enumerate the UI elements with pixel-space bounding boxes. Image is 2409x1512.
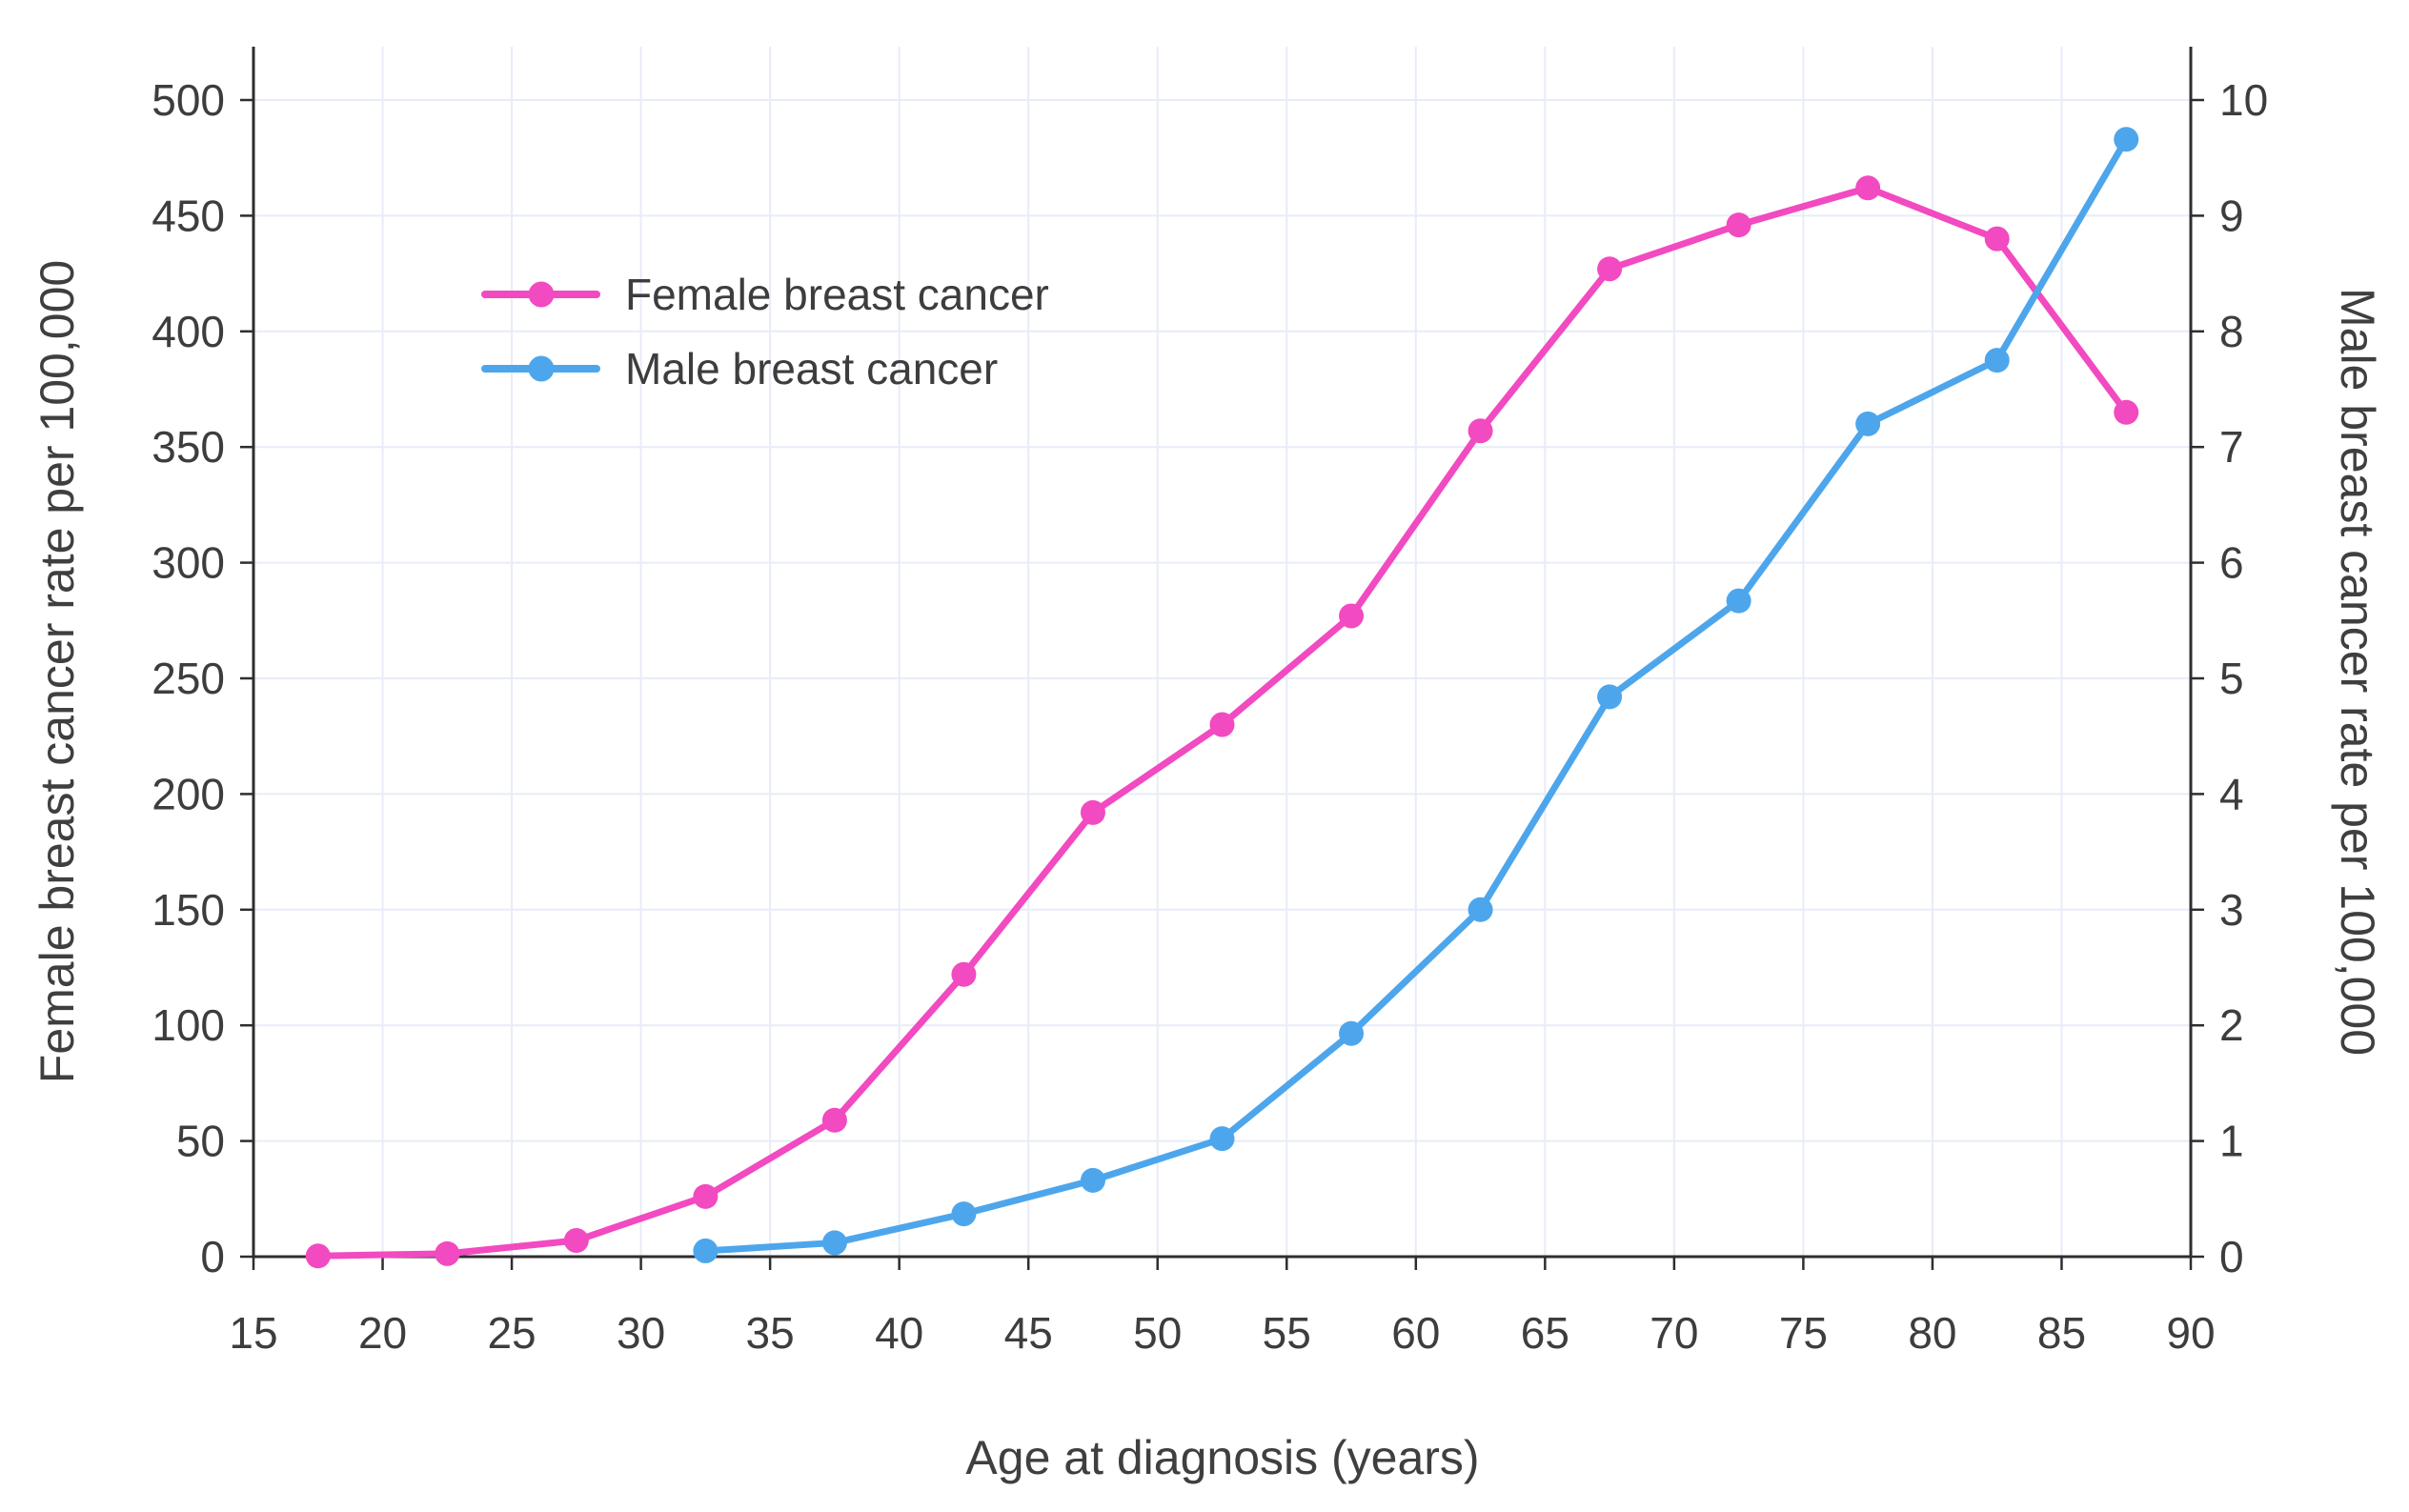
y-left-tick-label: 400 (152, 307, 225, 356)
male-data-point (1468, 897, 1493, 922)
x-tick-label: 20 (358, 1308, 407, 1358)
female-data-point (1468, 418, 1493, 444)
y-left-tick-label: 350 (152, 422, 225, 472)
y-right-tick-label: 7 (2219, 422, 2244, 472)
female-data-point (821, 1107, 847, 1133)
legend-item-female: Female breast cancer (481, 257, 1049, 332)
y-left-tick-label: 150 (152, 885, 225, 935)
male-data-point (1339, 1020, 1365, 1046)
x-tick-label: 30 (617, 1308, 665, 1358)
female-data-point (2114, 399, 2139, 425)
y-right-tick-label: 8 (2219, 307, 2244, 356)
female-data-point (1209, 712, 1235, 737)
x-tick-label: 15 (229, 1308, 277, 1358)
female-data-point (1080, 799, 1105, 825)
female-data-point (951, 961, 977, 987)
y-right-tick-label: 2 (2219, 1000, 2244, 1050)
x-tick-label: 25 (487, 1308, 536, 1358)
legend-label-male: Male breast cancer (625, 344, 999, 393)
male-data-point (1209, 1126, 1235, 1152)
y-right-tick-label: 6 (2219, 538, 2244, 588)
female-data-point (1855, 175, 1881, 201)
x-tick-label: 55 (1263, 1308, 1311, 1358)
female-data-point (305, 1243, 331, 1269)
y-right-tick-label: 4 (2219, 769, 2244, 818)
male-data-point (1597, 684, 1623, 710)
y-left-tick-label: 300 (152, 538, 225, 588)
y-right-tick-label: 1 (2219, 1117, 2244, 1166)
female-data-point (1339, 603, 1365, 629)
x-axis-title: Age at diagnosis (years) (965, 1431, 1480, 1484)
y-left-tick-label: 450 (152, 191, 225, 240)
y-right-tick-label: 9 (2219, 191, 2244, 240)
x-tick-label: 90 (2166, 1308, 2215, 1358)
x-tick-label: 75 (1779, 1308, 1828, 1358)
x-tick-label: 50 (1133, 1308, 1182, 1358)
y-left-tick-label: 0 (200, 1232, 225, 1281)
y-axis-title-right: Male breast cancer rate per 100,000 (2331, 287, 2384, 1057)
legend: Female breast cancer Male breast cancer (481, 257, 1049, 406)
y-left-tick-label: 250 (152, 654, 225, 703)
male-data-point (1726, 588, 1751, 614)
y-left-tick-label: 200 (152, 769, 225, 818)
y-right-tick-label: 0 (2219, 1232, 2244, 1281)
y-left-tick-label: 100 (152, 1000, 225, 1050)
x-tick-label: 35 (746, 1308, 795, 1358)
x-tick-label: 70 (1650, 1308, 1698, 1358)
female-data-point (563, 1228, 589, 1254)
x-tick-label: 40 (875, 1308, 923, 1358)
male-data-point (2114, 127, 2139, 152)
x-tick-label: 80 (1908, 1308, 1956, 1358)
y-axis-title-left: Female breast cancer rate per 100,000 (30, 259, 84, 1084)
male-data-point (693, 1238, 719, 1263)
female-data-point (1984, 226, 2010, 252)
legend-label-female: Female breast cancer (625, 270, 1049, 319)
y-left-tick-label: 50 (176, 1117, 225, 1166)
legend-line-marker-female (481, 281, 600, 308)
legend-line-marker-male (481, 355, 600, 382)
female-data-point (1597, 256, 1623, 282)
female-data-point (435, 1240, 460, 1266)
x-tick-label: 85 (2037, 1308, 2086, 1358)
legend-dot-male (528, 355, 554, 382)
x-tick-label: 45 (1004, 1308, 1053, 1358)
male-data-point (821, 1230, 847, 1256)
male-data-point (1984, 348, 2010, 373)
female-data-point (1726, 212, 1751, 238)
male-series-line (701, 135, 2130, 1255)
female-data-point (693, 1183, 719, 1209)
y-right-tick-label: 5 (2219, 654, 2244, 703)
x-tick-label: 60 (1391, 1308, 1440, 1358)
y-right-tick-label: 10 (2219, 75, 2268, 125)
legend-item-male: Male breast cancer (481, 332, 1049, 406)
y-left-tick-label: 500 (152, 75, 225, 125)
x-tick-label: 65 (1521, 1308, 1569, 1358)
male-data-point (1080, 1167, 1105, 1193)
male-data-point (951, 1201, 977, 1227)
legend-dot-female (528, 281, 554, 308)
male-data-point (1855, 411, 1881, 436)
y-right-tick-label: 3 (2219, 885, 2244, 935)
